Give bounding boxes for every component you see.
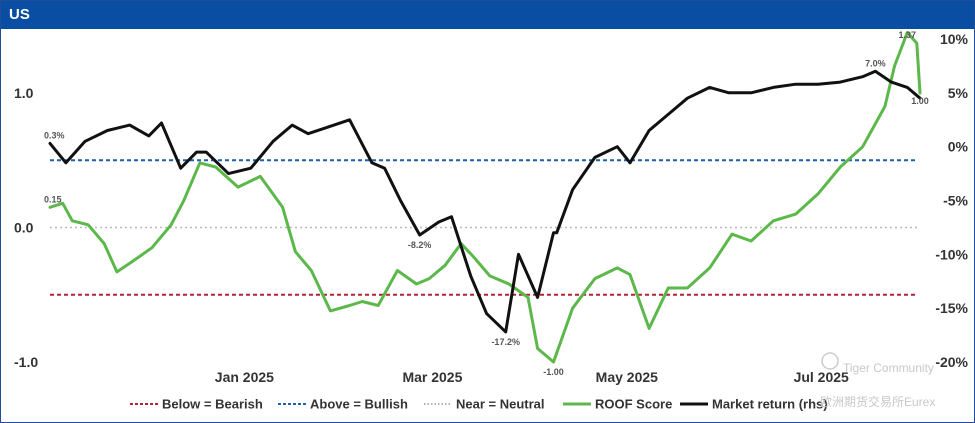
x-tick: Jan 2025 — [215, 369, 274, 385]
legend-label-4: ROOF Score — [595, 397, 672, 412]
data-label: 0.3% — [44, 130, 65, 140]
chart-header: US — [1, 1, 974, 29]
data-label: -8.2% — [408, 240, 432, 250]
data-label: 1.00 — [911, 96, 929, 106]
data-label: 0.15 — [44, 194, 62, 204]
legend-label-3: Near = Neutral — [456, 397, 545, 412]
data-label: 1.37 — [898, 30, 916, 40]
x-tick: Mar 2025 — [402, 369, 462, 385]
series-line-roof-score — [48, 31, 922, 364]
y-right-tick: -20% — [935, 354, 968, 370]
y-right-tick: 10% — [940, 31, 969, 47]
watermark-line-1: Tiger Community — [843, 361, 934, 375]
legend-label-2: Above = Bullish — [310, 397, 408, 412]
tiger-logo-icon — [821, 352, 839, 370]
series-line-market-return — [48, 69, 922, 334]
data-label: -17.2% — [491, 337, 520, 347]
y-left-tick: -1.0 — [14, 354, 38, 370]
y-right-tick: -10% — [935, 246, 968, 262]
x-tick: May 2025 — [596, 369, 658, 385]
y-left-tick: 1.0 — [14, 85, 34, 101]
x-tick: Jul 2025 — [794, 369, 849, 385]
y-right-tick: -15% — [935, 300, 968, 316]
y-right-tick: -5% — [943, 193, 968, 209]
legend-label-5: Market return (rhs) — [712, 397, 828, 412]
chart-title: US — [9, 6, 30, 23]
y-right-tick: 0% — [948, 139, 969, 155]
data-label: 7.0% — [865, 58, 886, 68]
y-left-tick: 0.0 — [14, 220, 34, 236]
data-label: -1.00 — [543, 367, 564, 377]
legend-label-1: Below = Bearish — [162, 397, 263, 412]
y-right-tick: 5% — [948, 85, 969, 101]
watermark-line-2: 欧洲期货交易所Eurex — [820, 394, 935, 409]
